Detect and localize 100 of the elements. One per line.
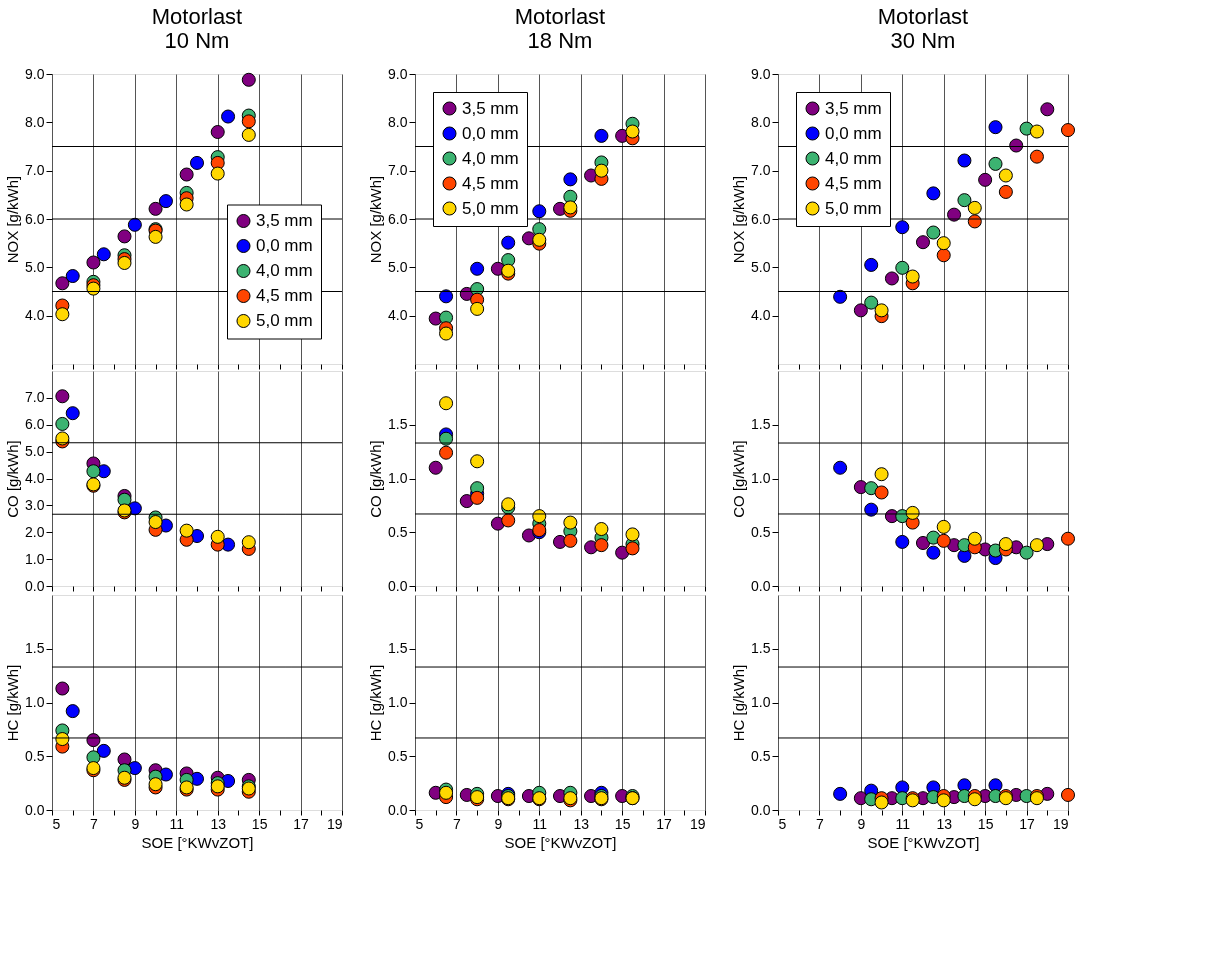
y-tick-label: 9.0 bbox=[25, 65, 45, 82]
x-tick-label: 9 bbox=[494, 815, 503, 832]
y-tick-label: 7.0 bbox=[25, 162, 45, 179]
y-axis-title: CO [g/kWh] bbox=[4, 440, 22, 518]
x-axis-title: SOE [°KWvZOT] bbox=[867, 833, 980, 851]
y-tick-label: 3.0 bbox=[25, 496, 45, 513]
y-tick-label: 0.0 bbox=[388, 577, 408, 594]
chart-title: Motorlast 30 Nm bbox=[877, 4, 969, 53]
x-tick-label: 17 bbox=[293, 815, 310, 832]
legend-label: 0,0 mm bbox=[825, 123, 882, 143]
x-tick-label: 7 bbox=[816, 815, 825, 832]
x-tick-label: 19 bbox=[1052, 815, 1069, 832]
x-tick-label: 15 bbox=[251, 815, 268, 832]
y-tick-label: 5.0 bbox=[25, 258, 45, 275]
y-tick-label: 0.0 bbox=[25, 801, 45, 818]
legend-label: 0,0 mm bbox=[462, 123, 519, 143]
x-tick-label: 13 bbox=[210, 815, 227, 832]
legend-label: 5,0 mm bbox=[256, 311, 313, 330]
x-tick-label: 19 bbox=[689, 815, 706, 832]
y-tick-label: 1.5 bbox=[388, 416, 408, 433]
x-tick-label: 11 bbox=[169, 815, 185, 832]
y-axis-title: CO [g/kWh] bbox=[367, 440, 385, 518]
x-tick-label: 17 bbox=[1019, 815, 1036, 832]
x-tick-label: 7 bbox=[453, 815, 462, 832]
x-tick-label: 13 bbox=[573, 815, 590, 832]
y-axis-title: NOX [g/kWh] bbox=[4, 175, 22, 264]
legend-label: 0,0 mm bbox=[256, 236, 313, 255]
y-tick-label: 0.5 bbox=[388, 523, 408, 540]
chart-title: Motorlast 10 Nm bbox=[151, 4, 243, 53]
y-axis-title: NOX [g/kWh] bbox=[730, 175, 748, 264]
y-tick-label: 1.0 bbox=[388, 470, 408, 486]
y-tick-label: 0.0 bbox=[751, 801, 771, 818]
y-tick-label: 5.0 bbox=[388, 258, 408, 275]
legend-label: 4,5 mm bbox=[825, 173, 882, 193]
legend-label: 3,5 mm bbox=[825, 98, 882, 118]
y-tick-label: 9.0 bbox=[388, 65, 408, 82]
y-tick-label: 9.0 bbox=[751, 65, 771, 82]
y-tick-label: 2.0 bbox=[25, 523, 45, 540]
y-tick-label: 1.5 bbox=[751, 416, 771, 433]
x-axis-title: SOE [°KWvZOT] bbox=[504, 833, 617, 851]
y-tick-label: 8.0 bbox=[25, 113, 45, 130]
y-tick-label: 1.0 bbox=[25, 694, 45, 710]
y-tick-label: 1.0 bbox=[751, 470, 771, 486]
x-tick-label: 19 bbox=[326, 815, 343, 832]
chart-title: Motorlast 18 Nm bbox=[514, 4, 606, 53]
y-tick-label: 8.0 bbox=[388, 113, 408, 130]
y-tick-label: 7.0 bbox=[388, 162, 408, 179]
y-tick-label: 0.5 bbox=[751, 523, 771, 540]
y-tick-label: 0.5 bbox=[25, 747, 45, 764]
y-axis-title: CO [g/kWh] bbox=[730, 440, 748, 518]
y-tick-label: 8.0 bbox=[751, 113, 771, 130]
y-tick-label: 6.0 bbox=[388, 210, 408, 227]
y-axis-title: NOX [g/kWh] bbox=[367, 175, 385, 264]
y-tick-label: 1.5 bbox=[751, 640, 771, 657]
y-tick-label: 7.0 bbox=[751, 162, 771, 179]
legend-label: 4,0 mm bbox=[825, 148, 882, 168]
x-tick-label: 15 bbox=[977, 815, 994, 832]
y-tick-label: 1.0 bbox=[25, 550, 45, 567]
legend-label: 4,5 mm bbox=[462, 173, 519, 193]
y-tick-label: 0.0 bbox=[25, 577, 45, 594]
y-axis-title: HC [g/kWh] bbox=[730, 664, 748, 742]
y-tick-label: 1.0 bbox=[388, 694, 408, 710]
y-tick-label: 4.0 bbox=[388, 307, 408, 324]
y-tick-label: 4.0 bbox=[751, 307, 771, 324]
y-tick-label: 7.0 bbox=[25, 389, 45, 406]
y-tick-label: 6.0 bbox=[751, 210, 771, 227]
x-tick-label: 5 bbox=[415, 815, 424, 832]
y-tick-label: 0.0 bbox=[388, 801, 408, 818]
legend-label: 3,5 mm bbox=[256, 211, 313, 230]
x-tick-label: 17 bbox=[656, 815, 673, 832]
y-tick-label: 0.0 bbox=[751, 577, 771, 594]
y-tick-label: 0.5 bbox=[388, 747, 408, 764]
x-tick-label: 5 bbox=[778, 815, 787, 832]
legend-label: 4,5 mm bbox=[256, 286, 313, 305]
x-tick-label: 11 bbox=[895, 815, 911, 832]
y-tick-label: 6.0 bbox=[25, 210, 45, 227]
y-tick-label: 0.5 bbox=[751, 747, 771, 764]
legend-label: 3,5 mm bbox=[462, 98, 519, 118]
legend-label: 4,0 mm bbox=[462, 148, 519, 168]
legend-label: 4,0 mm bbox=[256, 261, 313, 280]
legend-label: 5,0 mm bbox=[825, 198, 882, 218]
x-axis-title: SOE [°KWvZOT] bbox=[141, 833, 254, 851]
x-tick-label: 9 bbox=[131, 815, 140, 832]
y-tick-label: 1.5 bbox=[388, 640, 408, 657]
x-tick-label: 7 bbox=[90, 815, 99, 832]
y-tick-label: 6.0 bbox=[25, 416, 45, 433]
y-tick-label: 4.0 bbox=[25, 470, 45, 486]
x-tick-label: 5 bbox=[52, 815, 61, 832]
y-tick-label: 4.0 bbox=[25, 307, 45, 324]
y-tick-label: 5.0 bbox=[751, 258, 771, 275]
y-tick-label: 1.5 bbox=[25, 640, 45, 657]
y-axis-title: HC [g/kWh] bbox=[4, 664, 22, 742]
y-axis-title: HC [g/kWh] bbox=[367, 664, 385, 742]
x-tick-label: 11 bbox=[532, 815, 548, 832]
legend-label: 5,0 mm bbox=[462, 198, 519, 218]
x-tick-label: 15 bbox=[614, 815, 631, 832]
y-tick-label: 5.0 bbox=[25, 443, 45, 460]
y-tick-label: 1.0 bbox=[751, 694, 771, 710]
x-tick-label: 13 bbox=[936, 815, 953, 832]
x-tick-label: 9 bbox=[857, 815, 866, 832]
